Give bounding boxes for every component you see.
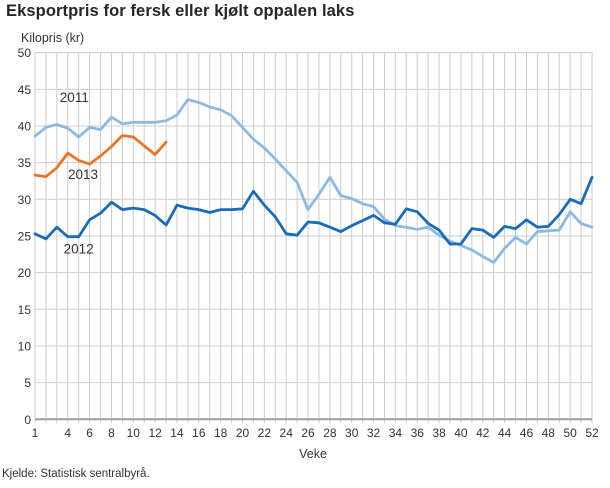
x-tick-label: 22 (258, 426, 272, 440)
y-tick-label: 25 (18, 229, 32, 243)
series-label-2011: 2011 (60, 90, 89, 105)
y-tick-label: 10 (18, 339, 32, 353)
x-tick-label: 4 (64, 426, 71, 440)
x-tick-label: 12 (148, 426, 162, 440)
series-label-2012: 2012 (64, 242, 94, 257)
x-tick-label: 34 (389, 426, 403, 440)
x-axis-label: Veke (299, 447, 327, 461)
series-label-2013: 2013 (68, 167, 98, 182)
x-tick-label: 28 (323, 426, 337, 440)
series-line-2012 (33, 175, 594, 246)
y-tick-label: 35 (18, 156, 32, 170)
x-tick-label: 38 (432, 426, 446, 440)
y-gridlines: 0 5 10 15 20 25 30 35 40 45 50 (18, 46, 592, 427)
chart-title: Eksportpris for fersk eller kjølt oppale… (6, 2, 355, 20)
x-tick-label: 6 (86, 426, 93, 440)
x-tick-label: 18 (214, 426, 228, 440)
x-tick-label: 50 (563, 426, 577, 440)
y-tick-label: 40 (18, 119, 32, 133)
x-tick-label: 16 (192, 426, 206, 440)
source-note: Kjelde: Statistisk sentralbyrå. (2, 468, 150, 480)
y-tick-label: 20 (18, 266, 32, 280)
x-gridlines (34, 52, 593, 424)
y-tick-label: 15 (18, 303, 32, 317)
x-tick-label: 10 (127, 426, 141, 440)
y-tick-label: 30 (18, 193, 32, 207)
x-tick-label: 26 (301, 426, 315, 440)
y-tick-label: 45 (18, 83, 32, 97)
y-tick-label: 50 (18, 46, 32, 60)
y-axis-unit-label: Kilopris (kr) (21, 31, 84, 45)
series-line-2011 (33, 98, 594, 264)
x-tick-label: 44 (498, 426, 512, 440)
x-tick-label: 40 (454, 426, 468, 440)
series-line-2013 (33, 134, 168, 179)
x-tick-label: 46 (520, 426, 534, 440)
y-tick-label: 0 (24, 413, 31, 427)
x-tick-label: 42 (476, 426, 490, 440)
x-tick-label: 48 (542, 426, 556, 440)
x-tick-label: 1 (32, 426, 39, 440)
x-tick-label: 52 (585, 426, 599, 440)
x-tick-label: 36 (411, 426, 425, 440)
x-tick-label: 20 (236, 426, 250, 440)
x-tick-label: 8 (108, 426, 115, 440)
y-tick-label: 5 (24, 376, 31, 390)
x-tick-label: 24 (280, 426, 294, 440)
x-tick-label: 32 (367, 426, 381, 440)
x-tick-label: 14 (170, 426, 184, 440)
x-tick-label: 30 (345, 426, 359, 440)
x-tick-labels: 1 4 6 8 10 12 14 16 18 20 22 24 26 28 30 32 34 36 38 40 42 44… (32, 426, 599, 440)
